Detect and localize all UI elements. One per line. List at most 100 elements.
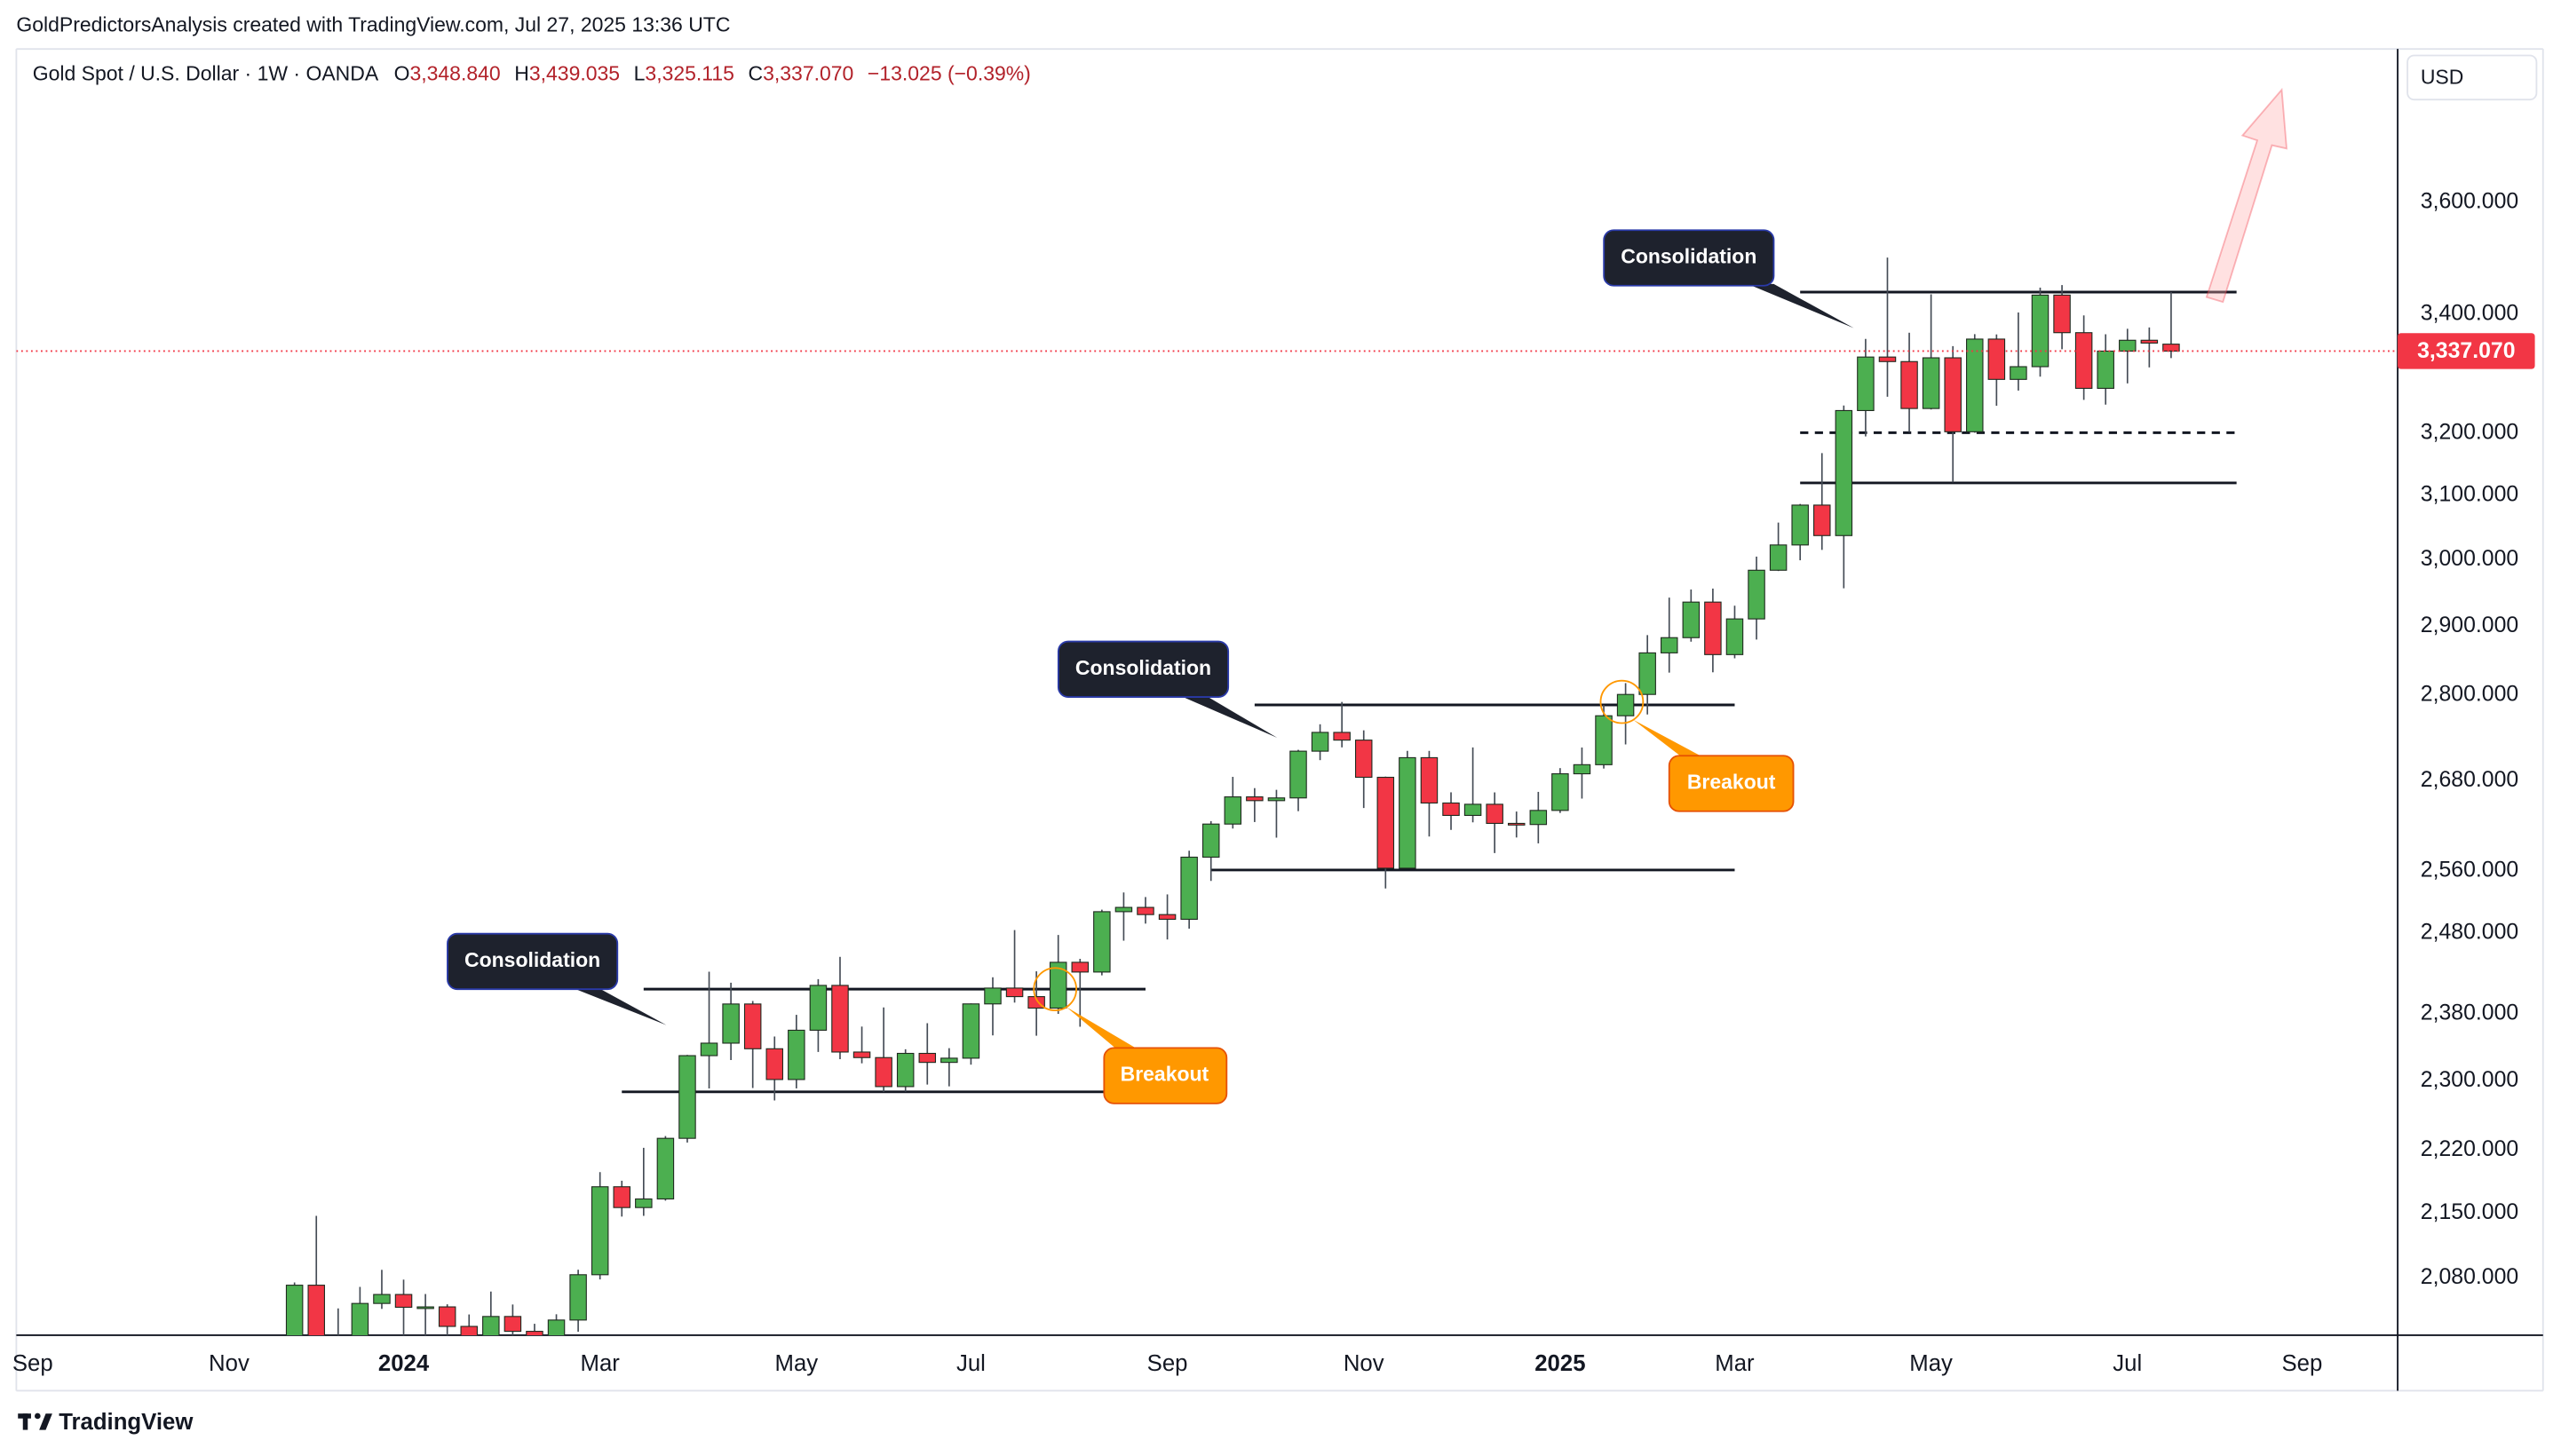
candle-body <box>2031 294 2050 368</box>
candle-body <box>1791 504 1809 546</box>
candle-body <box>788 1029 805 1080</box>
candle-body <box>1682 601 1701 638</box>
candle-body <box>678 1055 696 1139</box>
callout-box <box>1103 1047 1228 1104</box>
candle-body <box>1049 961 1067 1009</box>
candle-body <box>1813 504 1831 536</box>
candle-body <box>1616 693 1635 716</box>
candle-body <box>569 1274 587 1321</box>
candle-body <box>482 1316 500 1335</box>
x-tick-label: Nov <box>1344 1351 1384 1376</box>
y-tick-label: 2,300.000 <box>2421 1068 2518 1092</box>
candle-body <box>1137 906 1154 915</box>
axes: 2,080.000 2,150.000 2,220.000 2,300.000 2,38… <box>12 190 2535 1376</box>
y-tick-label: 2,900.000 <box>2421 613 2518 637</box>
candle-body <box>613 1186 631 1208</box>
candle-body <box>1857 356 1875 411</box>
y-tick-label: 2,800.000 <box>2421 682 2518 706</box>
x-tick-label: Mar <box>1715 1351 1755 1376</box>
y-tick-label: 3,100.000 <box>2421 483 2518 507</box>
currency[interactable]: USD <box>2421 65 2464 88</box>
candle-body <box>2074 332 2093 389</box>
candle-body <box>351 1302 369 1335</box>
candle-body <box>1638 652 1656 695</box>
candle-body <box>635 1198 653 1208</box>
candle-body <box>984 987 1002 1005</box>
x-tick-label: 2025 <box>1534 1351 1585 1376</box>
y-tick-label: 3,000.000 <box>2421 547 2518 571</box>
y-tick-label: 3,200.000 <box>2421 421 2518 445</box>
callout-box <box>1057 640 1230 698</box>
x-tick-label: Jul <box>2113 1351 2142 1376</box>
y-tick-label: 2,220.000 <box>2421 1137 2518 1161</box>
ohlc-key: L <box>634 62 646 85</box>
candle-body <box>1704 601 1722 655</box>
candle-body <box>1835 409 1853 536</box>
candle-body <box>1725 618 1744 655</box>
candle-body <box>1966 338 1984 432</box>
ohlc-key: O <box>394 62 410 85</box>
candle-body <box>918 1052 937 1064</box>
candle-body <box>722 1003 740 1044</box>
y-tick-label: 2,560.000 <box>2421 858 2518 882</box>
candle-body <box>503 1316 522 1333</box>
candle-body <box>1267 797 1286 802</box>
candle-body <box>1529 810 1548 826</box>
candle-body <box>896 1052 915 1088</box>
candle-body <box>1922 357 1940 409</box>
candle-body <box>2010 366 2027 380</box>
candle-body <box>373 1294 391 1304</box>
candle-body <box>743 1003 762 1049</box>
ohlc-value: 3,325.115 <box>645 62 734 85</box>
projection-arrow <box>2205 87 2288 304</box>
candle-body <box>307 1285 325 1335</box>
ohlc-value: 3,439.035 <box>529 62 620 85</box>
candle-body <box>526 1331 543 1335</box>
ohlc-key: H <box>514 62 529 85</box>
y-tick-label: 2,380.000 <box>2421 1001 2518 1025</box>
candle-body <box>1944 357 1962 432</box>
candle-body <box>285 1285 304 1335</box>
candle-body <box>1463 803 1482 817</box>
x-tick-label: Sep <box>2281 1351 2322 1376</box>
callout-box <box>1603 229 1775 287</box>
candle-body <box>875 1056 892 1088</box>
callout-box <box>447 932 619 991</box>
candle-body <box>962 1003 980 1059</box>
last-price-box <box>2398 333 2535 369</box>
candle-body <box>1289 750 1307 799</box>
candle-body <box>1442 802 1460 817</box>
ohlc-value: 3,337.070 <box>763 62 853 85</box>
candle-body <box>1005 987 1024 998</box>
x-tick-label: Jul <box>956 1351 986 1376</box>
candle-body <box>1158 914 1177 921</box>
callout-label: Consolidation <box>1075 656 1211 679</box>
brand-logo <box>18 1412 52 1430</box>
candle-body <box>1224 796 1242 825</box>
candle-body <box>1093 911 1111 973</box>
ohlc-value: 3,348.840 <box>409 62 500 85</box>
candle-body <box>809 985 828 1031</box>
candle-body <box>1900 360 1918 409</box>
y-tick-label: 2,480.000 <box>2421 920 2518 944</box>
candle-body <box>1878 356 1897 362</box>
candle-body <box>2097 350 2114 389</box>
last-price-label: 3,337.070 <box>2417 339 2515 363</box>
breakout-circle <box>1033 967 1078 1011</box>
candle-body <box>1180 856 1198 921</box>
candle-body <box>2119 339 2137 352</box>
candle-body <box>460 1325 478 1335</box>
candle-body <box>1071 961 1090 973</box>
currency-button[interactable] <box>2406 54 2538 101</box>
symbol-legend: Gold Spot / U.S. Dollar · 1W · OANDA O3,… <box>33 62 1031 85</box>
change: −13.025 (−0.39%) <box>868 62 1031 85</box>
candle-body <box>438 1306 456 1327</box>
candle-body <box>547 1319 566 1335</box>
candle-body <box>656 1137 675 1200</box>
candle-body <box>394 1294 413 1309</box>
y-tick-label: 3,600.000 <box>2421 190 2518 214</box>
ohlc-key: C <box>749 62 764 85</box>
candle-body <box>765 1048 784 1080</box>
